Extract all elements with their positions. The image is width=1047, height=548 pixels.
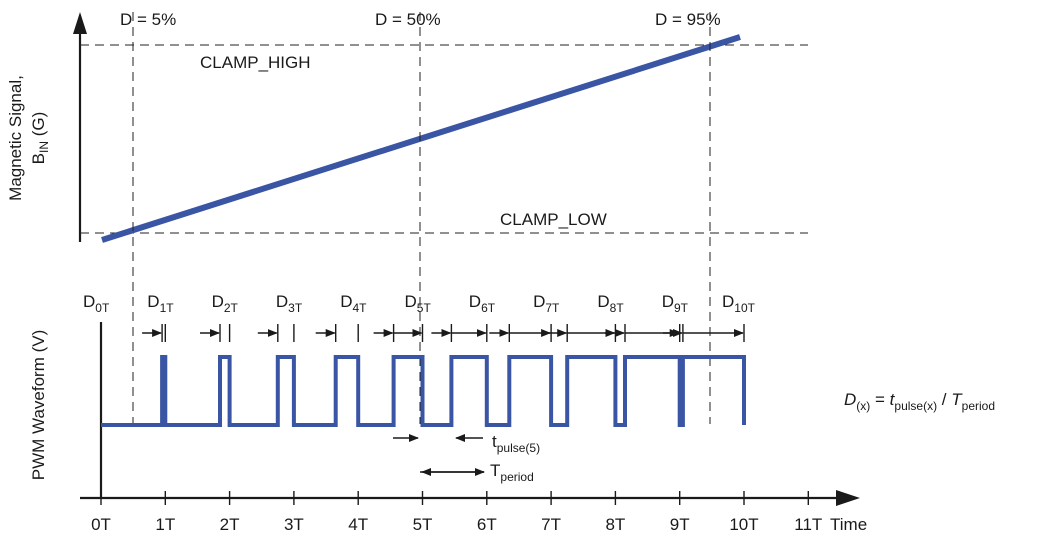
time-tick-label: 1T: [155, 515, 175, 534]
pwm-waveform: [101, 355, 746, 427]
top-y-axis-arrow: [73, 12, 87, 34]
duty-label: D5T: [405, 292, 432, 315]
time-tick-label: 9T: [670, 515, 690, 534]
duty-label: D10T: [722, 292, 756, 315]
pulse-width-arrows: [142, 324, 745, 342]
clamp-low-label: CLAMP_LOW: [500, 210, 607, 229]
duty-label: D2T: [212, 292, 239, 315]
duty-label: D7T: [533, 292, 560, 315]
t-pulse-label: tpulse(5): [492, 432, 540, 455]
pwm-waveform-plot: 0T 1T 2T 3T 4T 5T 6T 7T 8T 9T 10T 11T Time PWM Wave…: [29, 292, 995, 534]
time-tick-label: 11T: [794, 515, 822, 534]
time-tick-label: 4T: [348, 515, 368, 534]
duty-5-label: D = 5%: [120, 10, 176, 29]
clamp-high-label: CLAMP_HIGH: [200, 53, 311, 72]
duty-label: D6T: [469, 292, 496, 315]
time-tick-label: 6T: [477, 515, 497, 534]
time-tick-label: 8T: [605, 515, 625, 534]
magnetic-signal-plot: CLAMP_HIGH CLAMP_LOW D = 5% D = 50% D = …: [6, 10, 808, 243]
magnetic-signal-ramp: [101, 34, 741, 243]
time-tick-label: 10T: [729, 515, 758, 534]
time-axis-tick-labels: 0T 1T 2T 3T 4T 5T 6T 7T 8T 9T 10T 11T: [91, 515, 822, 534]
time-tick-label: 0T: [91, 515, 111, 534]
duty-label: D4T: [340, 292, 367, 315]
duty-50-label: D = 50%: [375, 10, 441, 29]
top-ylabel-line2: BIN (G): [29, 112, 51, 165]
time-tick-label: 3T: [284, 515, 304, 534]
time-axis-label: Time: [830, 515, 867, 534]
duty-label: D3T: [276, 292, 303, 315]
duty-label: D0T: [83, 292, 110, 315]
time-tick-label: 7T: [541, 515, 561, 534]
time-axis-arrow: [836, 490, 860, 506]
pwm-ylabel: PWM Waveform (V): [29, 330, 48, 480]
duty-label: D9T: [662, 292, 689, 315]
top-ylabel-line1: Magnetic Signal,: [6, 75, 25, 201]
duty-label: D1T: [147, 292, 174, 315]
duty-formula: D(x) = tpulse(x) / Tperiod: [844, 390, 995, 413]
time-tick-label: 2T: [220, 515, 240, 534]
duty-labels: D0T D1T D2T D3T D4T D5T D6T D7T D8T D9T D10T: [83, 292, 756, 315]
t-period-label: Tperiod: [490, 461, 534, 484]
duty-label: D8T: [597, 292, 624, 315]
time-tick-label: 5T: [413, 515, 433, 534]
time-axis-ticks: [100, 491, 809, 505]
duty-95-label: D = 95%: [655, 10, 721, 29]
